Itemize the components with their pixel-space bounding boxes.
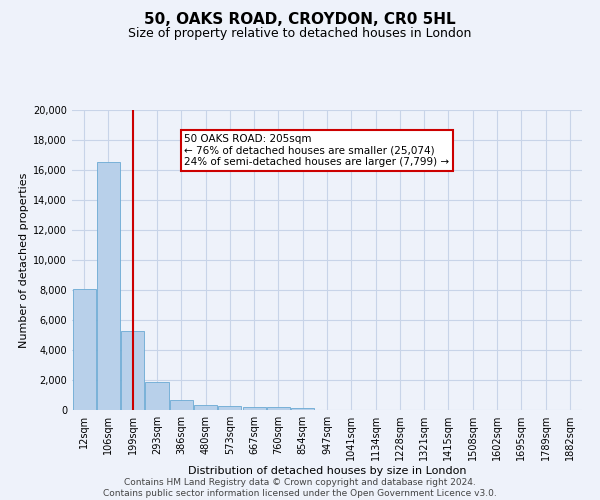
Text: 50, OAKS ROAD, CROYDON, CR0 5HL: 50, OAKS ROAD, CROYDON, CR0 5HL (144, 12, 456, 28)
Bar (121, 330, 144, 410)
X-axis label: Distribution of detached houses by size in London: Distribution of detached houses by size … (188, 466, 466, 476)
Bar (242, 406, 266, 410)
Y-axis label: Number of detached properties: Number of detached properties (19, 172, 29, 348)
Bar (73, 288, 95, 410)
Text: Size of property relative to detached houses in London: Size of property relative to detached ho… (128, 28, 472, 40)
Bar (97, 162, 120, 410)
Bar (145, 382, 169, 410)
Bar (194, 405, 217, 410)
Text: 50 OAKS ROAD: 205sqm
← 76% of detached houses are smaller (25,074)
24% of semi-d: 50 OAKS ROAD: 205sqm ← 76% of detached h… (184, 134, 449, 167)
Bar (170, 400, 193, 410)
Text: Contains HM Land Registry data © Crown copyright and database right 2024.
Contai: Contains HM Land Registry data © Crown c… (103, 478, 497, 498)
Bar (267, 407, 290, 410)
Bar (218, 406, 241, 410)
Bar (291, 408, 314, 410)
